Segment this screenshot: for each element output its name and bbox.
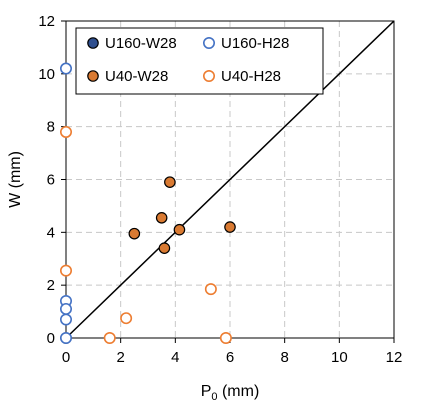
- point-u40-w28-2: [155, 212, 168, 224]
- legend-marker-u160-h28: [203, 36, 216, 49]
- x-axis-label: P0 (mm): [201, 383, 260, 403]
- point-u40-h28-3: [120, 312, 133, 325]
- y-tick-label-12: 12: [38, 13, 55, 30]
- x-tick-label-10: 10: [331, 349, 348, 366]
- point-u40-h28-5: [219, 331, 232, 344]
- data-points: [59, 62, 236, 344]
- tick-labels: 0 2 4 6 8 10 12 0 2 4 6 8 10 12: [38, 13, 402, 366]
- legend-box: [75, 27, 324, 95]
- x-tick-label-2: 2: [116, 349, 124, 366]
- legend-label-u40-w28: U40-W28: [105, 68, 168, 85]
- point-u40-w28-1: [224, 221, 236, 233]
- x-tick-label-0: 0: [62, 349, 70, 366]
- point-u40-w28-0: [164, 176, 176, 188]
- legend-marker-u160-w28: [87, 37, 99, 49]
- point-u160-h28-0: [59, 62, 72, 75]
- y-axis-label: W (mm): [7, 151, 24, 208]
- legend-label-u40-h28: U40-H28: [221, 68, 281, 85]
- point-u160-h28-2: [59, 302, 72, 315]
- legend-marker-u40-w28: [87, 70, 99, 82]
- reference-line-1-to-1: [65, 20, 395, 339]
- y-tick-label-2: 2: [47, 277, 55, 294]
- y-tick-label-8: 8: [47, 119, 55, 136]
- x-tick-label-12: 12: [386, 349, 403, 366]
- y-tick-label-6: 6: [47, 172, 55, 189]
- x-axis-label-subscript: 0: [211, 391, 217, 403]
- reference-line-layer: [65, 20, 395, 339]
- point-u160-h28-3: [59, 313, 72, 326]
- point-u40-w28-4: [128, 227, 141, 240]
- axis-labels: P0 (mm)W (mm): [7, 151, 259, 403]
- legend-marker-u40-h28: [203, 70, 216, 83]
- point-u40-h28-2: [204, 283, 217, 296]
- legend-label-u160-w28: U160-W28: [105, 35, 177, 52]
- x-axis-label-main: P: [201, 383, 212, 400]
- legend: U160-W28 U160-H28 U40-W28 U40-H28: [75, 27, 324, 95]
- y-tick-label-10: 10: [38, 66, 55, 83]
- y-tick-label-0: 0: [47, 330, 55, 347]
- x-tick-label-4: 4: [171, 349, 179, 366]
- x-axis-label-unit: (mm): [218, 383, 260, 400]
- point-u40-w28-5: [158, 242, 171, 254]
- point-u40-h28-1: [59, 264, 72, 277]
- point-u40-h28-0: [59, 125, 72, 138]
- legend-label-u160-h28: U160-H28: [221, 35, 289, 52]
- point-u40-w28-3: [173, 223, 186, 236]
- y-tick-label-4: 4: [47, 224, 55, 241]
- x-tick-label-8: 8: [280, 349, 288, 366]
- x-tick-label-6: 6: [226, 349, 234, 366]
- point-u160-h28-4: [59, 331, 72, 344]
- point-u40-h28-4: [103, 331, 116, 344]
